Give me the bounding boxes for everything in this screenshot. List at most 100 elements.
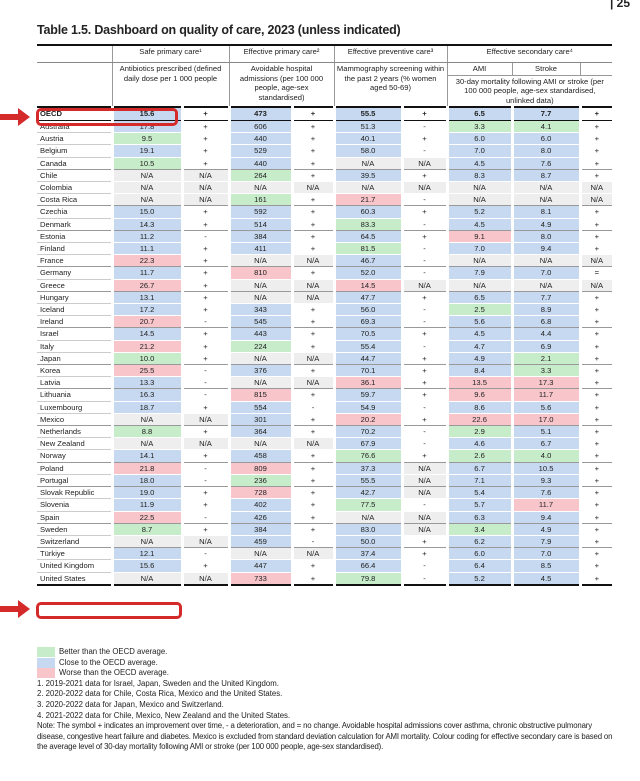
admissions-value: 440 [227, 157, 292, 170]
secondary-trend: + [578, 132, 613, 146]
antibiotics-value: 14.5 [110, 327, 182, 341]
mammography-value: 81.5 [332, 242, 403, 256]
mammography-trend: - [400, 266, 448, 280]
mammography-trend: + [400, 535, 448, 549]
stroke-value: N/A [510, 193, 581, 207]
antibiotics-value: 8.8 [110, 425, 182, 439]
admissions-trend: + [290, 364, 335, 378]
antibiotics-trend: - [180, 376, 229, 390]
mammography-value: 83.0 [332, 523, 403, 536]
admissions-value: 376 [227, 364, 292, 378]
mammography-value: 50.0 [332, 535, 403, 549]
mammography-trend: + [400, 107, 448, 121]
table-row: Belgium 19.1 +529 +58.0-7.0 8.0 + [37, 144, 613, 158]
admissions-value: 810 [227, 266, 292, 280]
table-row: Poland 21.8-809 +37.3 N/A 6.7 10.5 + [37, 462, 613, 475]
table-row: Finland 11.1 +411 +81.5-7.0 9.4 + [37, 242, 613, 256]
country-name: Latvia [37, 376, 112, 390]
admissions-trend: + [290, 193, 335, 207]
country-name: Finland [37, 242, 112, 256]
table-title: Table 1.5. Dashboard on quality of care,… [37, 23, 401, 37]
secondary-trend: + [578, 157, 613, 170]
ami-value: 2.5 [445, 303, 513, 317]
table-row: Norway 14.1 +458 +76.6 +2.6 4.0 + [37, 449, 613, 463]
secondary-trend: + [578, 169, 613, 183]
stroke-value: 8.0 [510, 144, 581, 158]
secondary-trend: + [578, 449, 613, 463]
mammography-value: 83.3 [332, 218, 403, 231]
admissions-trend: - [290, 401, 335, 414]
stroke-value: 17.3 [510, 376, 581, 390]
admissions-value: 236 [227, 474, 292, 488]
group-effective-preventive-care: Effective preventive care³ [333, 44, 448, 63]
country-name: New Zealand [37, 437, 112, 451]
table-row: Czechia 15.0 +592 +60.3 +5.2 8.1 + [37, 205, 613, 219]
arrow-icon [0, 108, 30, 126]
ami-header: AMI [446, 62, 513, 76]
mammography-value: 66.4 [332, 559, 403, 573]
mammography-trend: - [400, 193, 448, 207]
admissions-trend: + [290, 132, 335, 146]
antibiotics-trend: + [180, 303, 229, 317]
admissions-value: 224 [227, 340, 292, 353]
mammography-value: 60.3 [332, 205, 403, 219]
mammography-trend: - [400, 254, 448, 268]
antibiotics-value: 18.0 [110, 474, 182, 488]
quality-of-care-table: Safe primary care¹ Effective primary car… [37, 44, 613, 586]
ami-value: 7.9 [445, 266, 513, 280]
ami-value: 5.6 [445, 315, 513, 329]
table-row: New Zealand N/A N/A N/A N/A 67.9-4.6 6.7 + [37, 437, 613, 451]
mammography-value: 76.6 [332, 449, 403, 463]
mammography-trend: + [400, 327, 448, 341]
mammography-value: 70.1 [332, 364, 403, 378]
secondary-trend: + [578, 205, 613, 219]
antibiotics-value: 18.7 [110, 401, 182, 414]
stroke-value: 8.0 [510, 230, 581, 244]
country-name: Norway [37, 449, 112, 463]
antibiotics-trend: + [180, 486, 229, 500]
country-name: Germany [37, 266, 112, 280]
secondary-trend: + [578, 315, 613, 329]
mammography-value: 51.3 [332, 120, 403, 134]
mammography-value: 55.5 [332, 107, 403, 121]
antibiotics-value: 8.7 [110, 523, 182, 536]
antibiotics-value: 13.1 [110, 291, 182, 305]
table-row: Canada 10.5 +440 + N/A N/A 4.5 7.6 + [37, 157, 613, 170]
country-name: Poland [37, 462, 112, 475]
admissions-value: 384 [227, 230, 292, 244]
red-swatch [37, 668, 55, 679]
table-row: Japan 10.0 + N/A N/A 44.7 +4.9 2.1 + [37, 352, 613, 366]
country-name: Sweden [37, 523, 112, 536]
antibiotics-value: 9.5 [110, 132, 182, 146]
antibiotics-value: N/A [110, 535, 182, 549]
mammography-trend: + [400, 547, 448, 561]
mammography-value: 69.3 [332, 315, 403, 329]
mammography-trend: + [400, 376, 448, 390]
mammography-trend: N/A [400, 279, 448, 292]
admissions-trend: + [290, 120, 335, 134]
country-name: Netherlands [37, 425, 112, 439]
secondary-trend: + [578, 303, 613, 317]
stroke-value: N/A [510, 181, 581, 195]
ami-value: 6.4 [445, 559, 513, 573]
mammography-value: 46.7 [332, 254, 403, 268]
antibiotics-value: N/A [110, 169, 182, 183]
antibiotics-trend: + [180, 498, 229, 512]
ami-value: 7.0 [445, 242, 513, 256]
secondary-trend: N/A [578, 279, 613, 292]
stroke-value: 10.5 [510, 462, 581, 475]
admissions-trend: + [290, 498, 335, 512]
stroke-value: 3.3 [510, 364, 581, 378]
table-row: Australia 17.8 +606 +51.3-3.3 4.1 + [37, 120, 613, 134]
antibiotics-trend: N/A [180, 437, 229, 451]
country-name: Canada [37, 157, 112, 170]
antibiotics-value: 17.2 [110, 303, 182, 317]
mammography-trend: + [400, 352, 448, 366]
antibiotics-trend: + [180, 242, 229, 256]
antibiotics-trend: N/A [180, 169, 229, 183]
country-name: Mexico [37, 413, 112, 427]
stroke-value: 5.6 [510, 401, 581, 414]
mammography-trend: + [400, 169, 448, 183]
secondary-trend: + [578, 218, 613, 231]
secondary-trend: + [578, 107, 613, 121]
